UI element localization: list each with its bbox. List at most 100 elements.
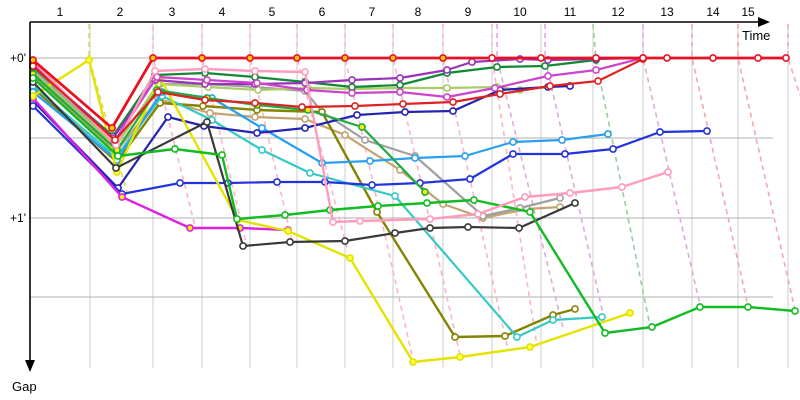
marker-pink [201,65,209,73]
x-tick-label: 5 [269,5,276,19]
marker-purple [443,66,451,74]
marker-light-blue [604,130,612,138]
marker-royal-blue [466,175,474,183]
dash-pink-8 [392,24,461,356]
dash-red-14 [691,24,749,307]
marker-light-blue [509,138,517,146]
x-tick-label: 13 [660,5,674,19]
marker-violet [491,84,499,92]
marker-yellow [85,56,93,64]
marker-dark-green [493,63,501,71]
marker-turquoise [391,192,399,200]
marker-red-leader [488,54,496,62]
y-axis-arrow [25,360,35,372]
marker-purple [396,74,404,82]
series-navy-blue [32,84,571,190]
marker-black [239,242,247,250]
marker-bright-green [423,199,431,207]
marker-pink [664,168,672,176]
dash-pink-5 [249,24,294,246]
marker-black [203,118,211,126]
marker-black [515,224,523,232]
marker-red-leader [709,54,717,62]
marker-green-mid [358,123,366,131]
marker-navy-blue [449,107,457,115]
marker-royal-blue [273,178,281,186]
x-tick-label: 12 [611,5,625,19]
marker-royal-blue [509,150,517,158]
marker-tan [341,131,349,139]
dash-plum-10b [496,24,564,329]
marker-yellow [409,358,417,366]
dash-pink-10 [491,24,538,347]
marker-red-leader [537,54,545,62]
marker-light-blue [558,136,566,144]
marker-black [341,237,349,245]
marker-pink [356,217,364,225]
marker-royal-blue [561,150,569,158]
marker-bright-green [470,196,478,204]
marker-yellow [346,254,354,262]
marker-red-leader [108,124,116,132]
marker-red-2 [399,100,407,108]
marker-red-2 [111,136,119,144]
marker-red-leader [754,54,762,62]
dash-plum-11 [544,24,605,319]
series-royal-blue [32,105,708,196]
marker-olive [501,332,509,340]
marker-bright-green [171,145,179,153]
x-tick-label: 6 [319,5,326,19]
marker-red-leader [439,54,447,62]
marker-red-leader [29,56,37,64]
marker-red-leader [198,54,206,62]
x-tick-label: 4 [219,5,226,19]
x-tick-label: 15 [741,5,755,19]
marker-bright-green [114,152,122,160]
marker-red-leader [782,54,790,62]
marker-red-2 [251,99,259,107]
dash-red-15 [737,24,796,311]
marker-red-leader [341,54,349,62]
marker-turquoise [513,333,521,341]
marker-pink [251,67,259,75]
gap-axis-label: Gap [12,379,37,394]
marker-pink [151,67,159,75]
marker-pink [329,218,337,226]
y-tick-label: +1' [10,211,26,225]
marker-violet [253,79,261,87]
marker-red-leader [592,54,600,62]
x-tick-label: 9 [465,5,472,19]
marker-red-2 [449,98,457,106]
marker-bright-green [218,151,226,159]
marker-pink [521,193,529,201]
marker-royal-blue [656,128,664,136]
marker-navy-blue [253,129,261,137]
marker-bright-green [233,215,241,223]
marker-bright-green [526,208,534,216]
x-tick-label: 14 [706,5,720,19]
marker-yellow [29,92,37,100]
marker-red-leader [246,54,254,62]
marker-olive [571,305,579,313]
marker-red-2 [546,82,554,90]
marker-bright-green [744,303,752,311]
marker-royal-blue [703,127,711,135]
x-tick-label: 11 [564,5,577,19]
marker-yellow [626,309,634,317]
x-tick-label: 1 [57,5,64,19]
marker-olive [373,208,381,216]
time-axis-label: Time [742,28,770,43]
marker-violet [348,89,356,97]
marker-pink [301,68,309,76]
marker-red-leader [663,54,671,62]
marker-dark-green [396,81,404,89]
x-tick-label: 8 [415,5,422,19]
marker-green-mid [421,188,429,196]
marker-turquoise [258,146,266,154]
marker-violet [203,76,211,84]
x-tick-label: 10 [513,5,527,19]
marker-gray [361,136,369,144]
marker-turquoise [306,169,314,177]
x-axis-arrow [758,17,770,27]
